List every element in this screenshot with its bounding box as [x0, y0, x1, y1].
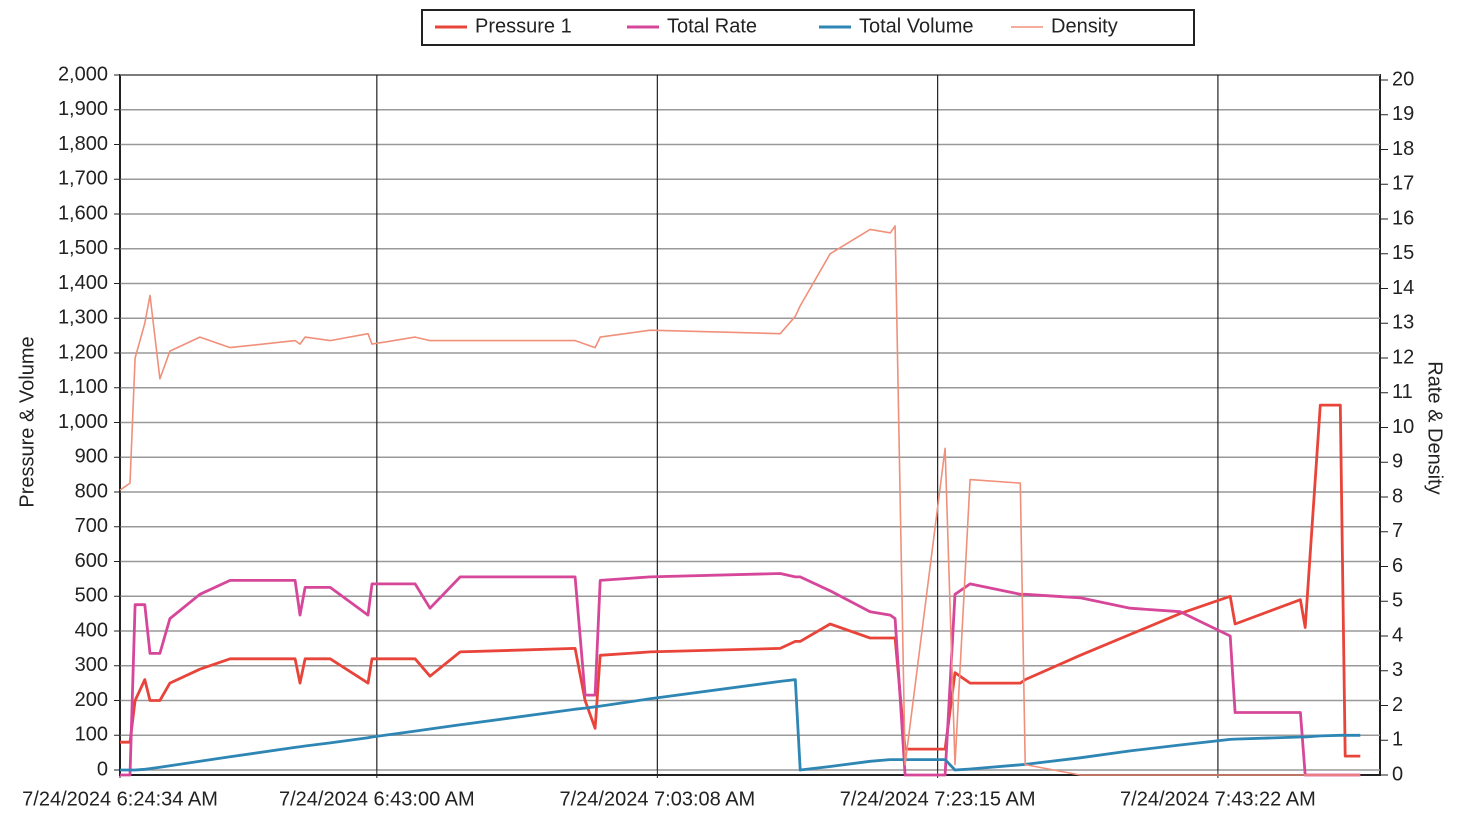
y2-tick-label: 17	[1392, 173, 1414, 195]
legend-box	[421, 9, 1195, 46]
x-tick-label: 7/24/2024 7:23:15 AM	[840, 788, 1036, 810]
y-tick-label: 1,100	[58, 376, 108, 398]
x-tick-label: 7/24/2024 6:43:00 AM	[279, 788, 475, 810]
legend-label: Pressure 1	[475, 15, 572, 37]
y-tick-label: 100	[75, 724, 108, 746]
y-tick-label: 1,500	[58, 237, 108, 259]
y2-tick-label: 12	[1392, 346, 1414, 368]
y2-tick-label: 14	[1392, 277, 1414, 299]
y2-tick-label: 9	[1392, 451, 1403, 473]
y-tick-label: 1,000	[58, 411, 108, 433]
y-tick-label: 1,200	[58, 341, 108, 363]
y-tick-label: 200	[75, 689, 108, 711]
y2-axis-label: Rate & Density	[1424, 361, 1446, 494]
series-line	[120, 678, 1361, 772]
y-tick-label: 2,000	[58, 63, 108, 85]
y2-tick-label: 13	[1392, 312, 1414, 334]
y-tick-label: 1,400	[58, 272, 108, 294]
y2-tick-label: 19	[1392, 103, 1414, 125]
y2-tick-label: 20	[1392, 68, 1414, 90]
y-tick-label: 1,700	[58, 168, 108, 190]
series-line	[119, 225, 1361, 776]
y2-tick-label: 7	[1392, 520, 1403, 542]
y2-tick-label: 10	[1392, 416, 1414, 438]
y2-tick-label: 5	[1392, 590, 1403, 612]
y2-tick-label: 15	[1392, 242, 1414, 264]
y-tick-label: 500	[75, 585, 108, 607]
y-tick-label: 1,600	[58, 202, 108, 224]
y-axis-label: Pressure & Volume	[16, 336, 38, 507]
y-tick-label: 1,800	[58, 133, 108, 155]
series-line	[120, 403, 1361, 758]
y-tick-label: 300	[75, 654, 108, 676]
y-tick-label: 0	[97, 758, 108, 780]
x-tick-label: 7/24/2024 6:24:34 AM	[22, 788, 218, 810]
x-tick-label: 7/24/2024 7:43:22 AM	[1120, 788, 1316, 810]
y2-tick-label: 16	[1392, 207, 1414, 229]
y-tick-label: 400	[75, 619, 108, 641]
y2-tick-label: 8	[1392, 485, 1403, 507]
y2-tick-label: 6	[1392, 555, 1403, 577]
y-tick-label: 900	[75, 446, 108, 468]
y-tick-label: 600	[75, 550, 108, 572]
legend-label: Total Volume	[859, 15, 974, 37]
y-tick-label: 1,300	[58, 307, 108, 329]
x-tick-label: 7/24/2024 7:03:08 AM	[559, 788, 755, 810]
y2-tick-label: 0	[1392, 763, 1403, 785]
y2-tick-label: 2	[1392, 694, 1403, 716]
y-tick-label: 700	[75, 515, 108, 537]
y2-tick-label: 3	[1392, 659, 1403, 681]
y2-tick-label: 11	[1392, 381, 1413, 403]
y-tick-label: 800	[75, 480, 108, 502]
y2-tick-label: 1	[1392, 729, 1403, 751]
legend-label: Total Rate	[667, 15, 757, 37]
y2-tick-label: 18	[1392, 138, 1414, 160]
y-tick-label: 1,900	[58, 98, 108, 120]
legend-label: Density	[1051, 15, 1118, 37]
y2-tick-label: 4	[1392, 624, 1403, 646]
series-line	[120, 572, 1361, 777]
